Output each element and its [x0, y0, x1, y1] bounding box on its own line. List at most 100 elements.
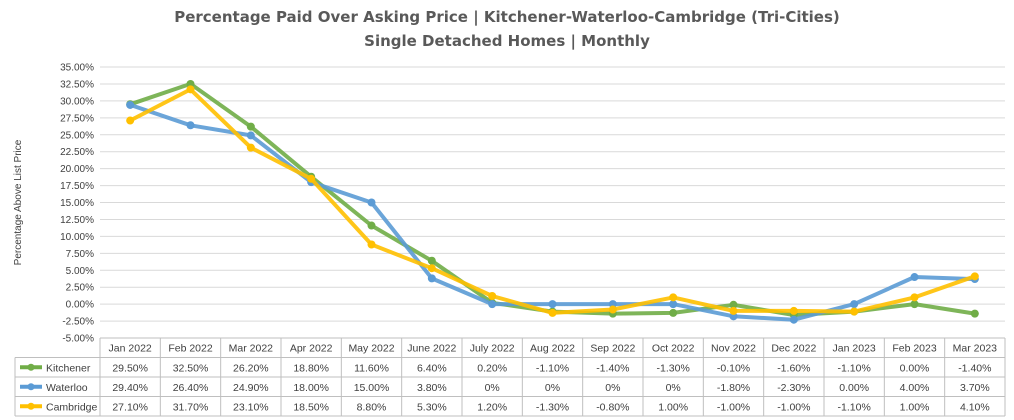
x-tick-label: Mar 2022	[229, 343, 274, 355]
data-label-kitchener: 0.00%	[900, 362, 930, 374]
data-point-kitchener	[910, 300, 919, 309]
data-point-cambridge	[608, 305, 617, 314]
y-tick-label: 2.50%	[66, 283, 94, 294]
data-point-cambridge	[850, 307, 859, 316]
legend-marker-kitchener	[27, 363, 35, 371]
data-label-waterloo: -1.80%	[717, 382, 750, 394]
data-point-waterloo	[548, 300, 557, 309]
data-label-waterloo: 26.40%	[173, 382, 209, 394]
data-point-cambridge	[186, 85, 195, 94]
y-tick-label: 27.50%	[60, 113, 94, 124]
x-tick-label: Oct 2022	[652, 343, 695, 355]
legend-label: Kitchener	[46, 362, 91, 374]
data-label-cambridge: 5.30%	[417, 401, 447, 413]
y-tick-label: 5.00%	[66, 266, 94, 277]
data-label-kitchener: -1.10%	[536, 362, 569, 374]
x-tick-label: Mar 2023	[953, 343, 998, 355]
x-tick-label: Nov 2022	[711, 343, 756, 355]
y-tick-label: -2.50%	[62, 317, 94, 328]
series-line-cambridge	[128, 87, 977, 315]
data-point-cambridge	[970, 272, 979, 281]
data-label-kitchener: -0.10%	[717, 362, 750, 374]
y-axis-title: Percentage Above List Price	[13, 139, 24, 265]
y-tick-label: 32.50%	[60, 79, 94, 90]
data-point-waterloo	[910, 273, 919, 282]
data-label-waterloo: 0%	[605, 382, 620, 394]
data-label-kitchener: -1.40%	[596, 362, 629, 374]
data-label-waterloo: 0.00%	[839, 382, 869, 394]
data-point-waterloo	[367, 198, 376, 207]
x-tick-label: July 2022	[470, 343, 515, 355]
data-label-waterloo: 0%	[666, 382, 681, 394]
data-label-cambridge: -1.00%	[777, 401, 810, 413]
data-label-waterloo: 29.40%	[112, 382, 148, 394]
data-label-waterloo: 3.70%	[960, 382, 990, 394]
x-tick-label: Jan 2022	[109, 343, 152, 355]
data-label-cambridge: 8.80%	[357, 401, 387, 413]
data-point-cambridge	[910, 293, 919, 302]
data-label-kitchener: 32.50%	[173, 362, 209, 374]
data-point-cambridge	[669, 293, 678, 302]
data-label-cambridge: -1.10%	[838, 401, 871, 413]
data-label-kitchener: 18.80%	[293, 362, 329, 374]
x-tick-label: Feb 2023	[892, 343, 937, 355]
y-tick-label: 30.00%	[60, 96, 94, 107]
data-point-waterloo	[488, 300, 497, 309]
data-label-cambridge: 23.10%	[233, 401, 269, 413]
data-point-cambridge	[488, 291, 497, 300]
data-point-kitchener	[246, 122, 255, 131]
y-tick-label: 25.00%	[60, 130, 94, 141]
data-point-waterloo	[246, 131, 255, 140]
data-label-waterloo: 0%	[485, 382, 500, 394]
data-label-waterloo: 18.00%	[293, 382, 329, 394]
x-tick-label: June 2022	[407, 343, 456, 355]
y-tick-label: 20.00%	[60, 164, 94, 175]
x-tick-label: Aug 2022	[530, 343, 575, 355]
data-label-kitchener: 29.50%	[112, 362, 148, 374]
data-label-cambridge: -0.80%	[596, 401, 629, 413]
data-label-cambridge: -1.00%	[717, 401, 750, 413]
y-tick-label: 22.50%	[60, 147, 94, 158]
data-label-cambridge: 31.70%	[173, 401, 209, 413]
data-label-cambridge: 18.50%	[293, 401, 329, 413]
data-point-waterloo	[186, 121, 195, 130]
data-label-cambridge: 1.00%	[658, 401, 688, 413]
data-point-cambridge	[367, 240, 376, 249]
y-tick-label: 10.00%	[60, 232, 94, 243]
data-point-cambridge	[548, 308, 557, 317]
y-tick-label: 12.50%	[60, 215, 94, 226]
data-label-waterloo: 15.00%	[354, 382, 390, 394]
data-label-kitchener: 26.20%	[233, 362, 269, 374]
data-point-cambridge	[789, 306, 798, 315]
x-tick-label: Jan 2023	[833, 343, 876, 355]
data-point-cambridge	[427, 264, 436, 273]
data-point-waterloo	[789, 315, 798, 324]
y-tick-label: 15.00%	[60, 198, 94, 209]
data-label-kitchener: -1.60%	[777, 362, 810, 374]
y-tick-label: -5.00%	[62, 334, 94, 345]
data-label-cambridge: 1.20%	[477, 401, 507, 413]
data-label-kitchener: -1.40%	[958, 362, 991, 374]
x-tick-label: Sep 2022	[590, 343, 635, 355]
data-label-waterloo: 3.80%	[417, 382, 447, 394]
y-tick-label: 35.00%	[60, 63, 94, 74]
data-label-cambridge: 1.00%	[900, 401, 930, 413]
data-label-kitchener: -1.10%	[838, 362, 871, 374]
data-label-kitchener: -1.30%	[657, 362, 690, 374]
legend-label: Waterloo	[46, 382, 88, 394]
y-tick-label: 7.50%	[66, 249, 94, 260]
data-label-cambridge: -1.30%	[536, 401, 569, 413]
legend-marker-cambridge	[27, 402, 35, 410]
series-line-kitchener	[128, 81, 977, 317]
x-tick-label: May 2022	[348, 343, 394, 355]
y-tick-label: 0.00%	[66, 300, 94, 311]
data-label-cambridge: 27.10%	[112, 401, 148, 413]
data-point-waterloo	[427, 274, 436, 283]
data-point-kitchener	[427, 256, 436, 265]
data-point-cambridge	[307, 174, 316, 183]
x-tick-label: Apr 2022	[290, 343, 333, 355]
x-tick-label: Feb 2022	[168, 343, 213, 355]
data-label-kitchener: 11.60%	[354, 362, 389, 374]
